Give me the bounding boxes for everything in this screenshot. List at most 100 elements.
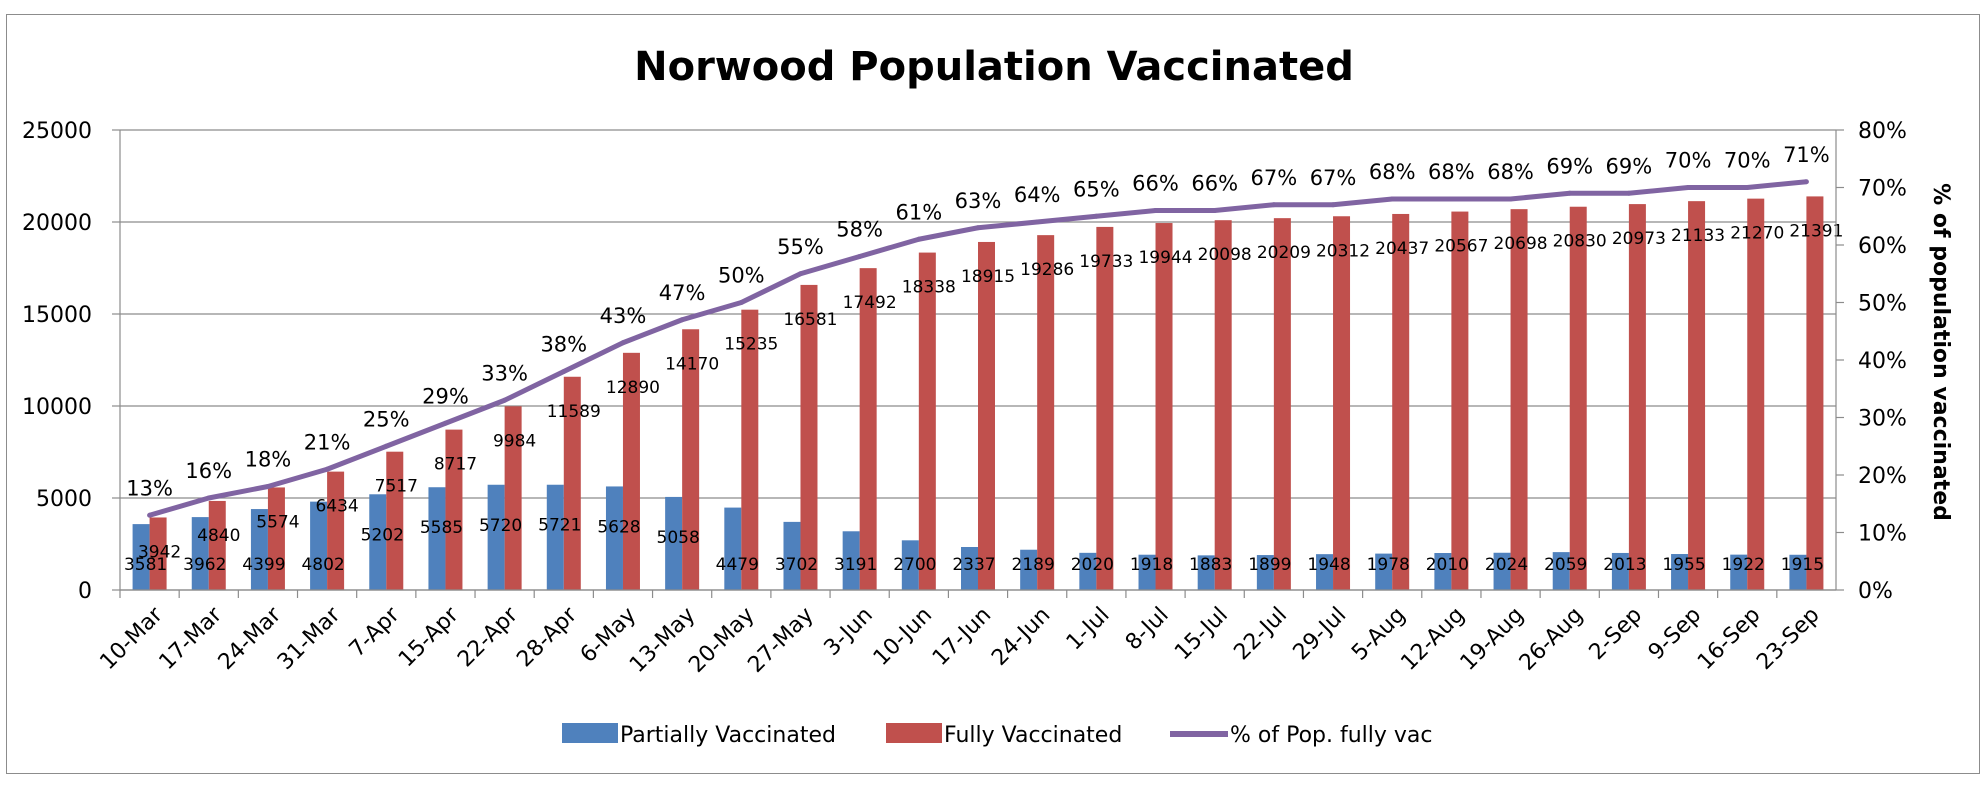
bar-partially-vaccinated — [1730, 554, 1748, 590]
legend-label-partially-vaccinated: Partially Vaccinated — [620, 723, 836, 748]
partially-vaccinated-label: 1955 — [1662, 555, 1705, 575]
x-axis-tick-label: 27-May — [743, 603, 818, 678]
percent-label: 63% — [955, 189, 1002, 213]
bar-fully-vaccinated — [149, 517, 167, 590]
right-axis-tick-label: 70% — [1858, 177, 1907, 202]
fully-vaccinated-label: 6434 — [315, 497, 358, 517]
bar-partially-vaccinated — [428, 487, 446, 590]
bar-partially-vaccinated — [605, 486, 623, 590]
bar-partially-vaccinated — [1138, 554, 1156, 590]
partially-vaccinated-label: 1918 — [1130, 555, 1173, 575]
fully-vaccinated-label: 18338 — [902, 278, 956, 298]
x-axis-tick-label: 15-Apr — [394, 602, 464, 672]
bar-fully-vaccinated — [445, 429, 463, 590]
percent-label: 47% — [659, 281, 706, 305]
right-axis-tick-label: 10% — [1858, 522, 1907, 547]
percent-label: 68% — [1369, 160, 1416, 184]
bar-fully-vaccinated — [1392, 213, 1410, 590]
right-axis-title: % of population vaccinated — [1928, 183, 1953, 521]
x-axis-tick-label: 17-Mar — [155, 602, 228, 675]
right-axis-tick-label: 20% — [1858, 464, 1907, 489]
fully-vaccinated-label: 20437 — [1375, 239, 1429, 259]
x-axis-tick-label: 10-Mar — [95, 602, 168, 675]
partially-vaccinated-label: 5628 — [597, 517, 640, 537]
percent-label: 29% — [422, 384, 469, 408]
percent-line-point — [383, 443, 389, 449]
percent-line-point — [206, 495, 212, 501]
fully-vaccinated-label: 21391 — [1789, 221, 1843, 241]
partially-vaccinated-label: 5202 — [361, 525, 404, 545]
partially-vaccinated-label: 2010 — [1426, 555, 1469, 575]
legend-label-percent-line: % of Pop. fully vac — [1230, 723, 1433, 748]
percent-line-point — [1330, 202, 1336, 208]
fully-vaccinated-label: 16581 — [783, 310, 837, 330]
percent-line-point — [1685, 185, 1691, 190]
fully-vaccinated-label: 20098 — [1198, 245, 1252, 265]
percent-label: 25% — [363, 407, 410, 431]
percent-label: 50% — [718, 264, 765, 288]
partially-vaccinated-label: 1922 — [1722, 555, 1765, 575]
percent-line-point — [1744, 185, 1750, 190]
x-axis-tick-label: 20-May — [684, 603, 759, 678]
fully-vaccinated-label: 19944 — [1138, 248, 1192, 268]
x-axis-tick-label: 15-Jul — [1170, 603, 1233, 666]
x-axis-tick-label: 31-Mar — [273, 602, 346, 675]
percent-line-point — [975, 225, 981, 231]
x-axis-tick-label: 29-Jul — [1289, 603, 1352, 666]
bar-fully-vaccinated — [563, 376, 581, 590]
percent-label: 71% — [1783, 143, 1830, 167]
percent-line-point — [265, 484, 271, 489]
partially-vaccinated-label: 2337 — [952, 555, 995, 575]
percent-line-point — [857, 254, 863, 259]
fully-vaccinated-label: 20698 — [1494, 234, 1548, 254]
fully-vaccinated-label: 12890 — [606, 378, 660, 398]
bar-fully-vaccinated — [1806, 196, 1824, 591]
bar-fully-vaccinated — [1333, 216, 1351, 590]
fully-vaccinated-label: 3942 — [138, 542, 181, 562]
percent-line-point — [1093, 213, 1099, 219]
bar-fully-vaccinated — [208, 500, 226, 590]
percent-line-point — [147, 512, 153, 518]
bar-fully-vaccinated — [1273, 218, 1291, 590]
bar-fully-vaccinated — [1451, 211, 1469, 590]
bar-partially-vaccinated — [1079, 552, 1097, 590]
legend: Partially Vaccinated Fully Vaccinated % of… — [562, 723, 1433, 748]
x-axis-tick-label: 13-May — [625, 603, 700, 678]
bar-fully-vaccinated — [386, 451, 404, 590]
bar-partially-vaccinated — [1552, 552, 1570, 590]
fully-vaccinated-label: 5574 — [256, 512, 299, 532]
partially-vaccinated-label: 4479 — [716, 555, 759, 575]
bar-partially-vaccinated — [310, 501, 328, 590]
partially-vaccinated-label: 1899 — [1248, 555, 1291, 575]
right-axis-tick-label: 30% — [1858, 407, 1907, 432]
bar-partially-vaccinated — [1434, 553, 1452, 590]
fully-vaccinated-label: 8717 — [434, 455, 477, 475]
bars-group — [132, 196, 1824, 591]
x-axis-tick-label: 24-Jun — [987, 603, 1055, 671]
left-axis-tick-label: 15000 — [22, 303, 92, 328]
partially-vaccinated-label: 2013 — [1603, 555, 1646, 575]
right-axis-tick-label: 50% — [1858, 292, 1907, 317]
fully-vaccinated-label: 7517 — [375, 477, 418, 497]
partially-vaccinated-label: 5720 — [479, 516, 522, 536]
percent-line-point — [916, 236, 922, 242]
percent-label: 13% — [126, 476, 173, 500]
x-axis-tick-label: 26-Aug — [1515, 603, 1588, 676]
bar-fully-vaccinated — [504, 406, 522, 590]
partially-vaccinated-label: 2700 — [893, 555, 936, 575]
percent-label: 58% — [836, 218, 883, 242]
bar-fully-vaccinated — [1510, 209, 1528, 590]
bar-partially-vaccinated — [665, 496, 683, 590]
left-axis-tick-label: 10000 — [22, 395, 92, 420]
partially-vaccinated-label: 3191 — [834, 555, 877, 575]
percent-label: 16% — [185, 459, 232, 483]
fully-vaccinated-label: 19733 — [1079, 252, 1133, 272]
bar-partially-vaccinated — [901, 540, 919, 590]
x-axis-tick-label: 19-Aug — [1456, 603, 1529, 676]
bar-fully-vaccinated — [859, 268, 877, 590]
partially-vaccinated-label: 4802 — [301, 555, 344, 575]
percent-label: 64% — [1014, 183, 1061, 207]
bar-fully-vaccinated — [1569, 206, 1587, 590]
